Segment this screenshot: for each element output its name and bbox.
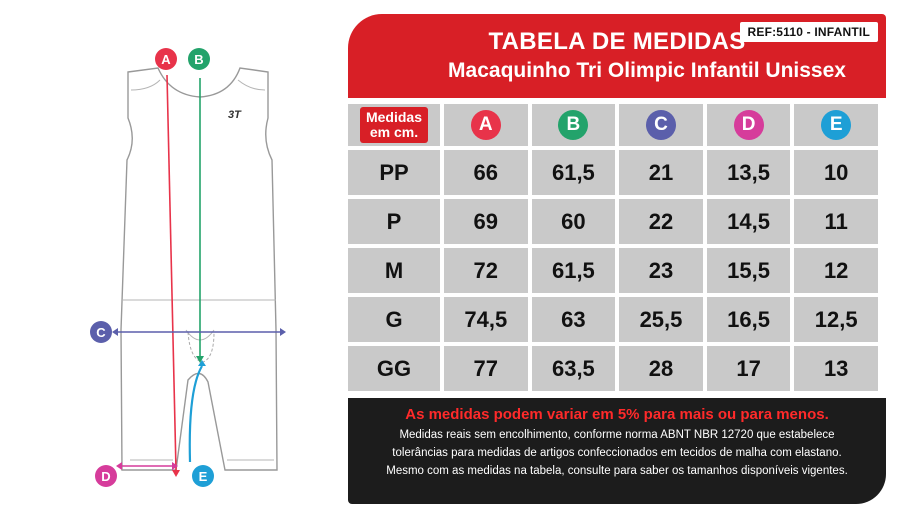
svg-text:B: B: [194, 52, 203, 67]
column-header-a: A: [444, 104, 528, 146]
arrowhead-d-left: [116, 462, 122, 470]
table-cell: 13,5: [706, 150, 791, 195]
table-row: GG 77 63,5 28 17 13: [348, 346, 878, 391]
table-cell: 11: [794, 199, 878, 244]
svg-text:C: C: [96, 325, 106, 340]
disclaimer-title: As medidas podem variar em 5% para mais …: [405, 406, 829, 423]
marker-d: D: [95, 465, 117, 487]
size-table: Medidas em cm. A B C D E PP 66 61,5 21 13…: [348, 102, 886, 392]
table-cell: 63: [531, 297, 616, 342]
table-cell: 23: [619, 248, 703, 293]
marker-c: C: [90, 321, 112, 343]
size-label: P: [348, 199, 440, 244]
arrowhead-b: [196, 356, 204, 363]
size-label: G: [348, 297, 440, 342]
measures-unit-label: Medidas em cm.: [359, 107, 428, 143]
column-header-b: B: [531, 104, 616, 146]
table-cell: 77: [444, 346, 528, 391]
page-subtitle: Macaquinho Tri Olimpic Infantil Unissex: [448, 59, 846, 82]
table-cell: 66: [444, 150, 528, 195]
table-cell: 72: [444, 248, 528, 293]
header-banner: REF:5110 - INFANTIL TABELA DE MEDIDAS Ma…: [348, 14, 886, 98]
table-cell: 61,5: [531, 248, 616, 293]
svg-text:E: E: [199, 469, 208, 484]
disclaimer-line: tolerâncias para medidas de artigos conf…: [392, 447, 842, 459]
table-cell: 22: [619, 199, 703, 244]
arrowhead-d-right: [172, 462, 178, 470]
disclaimer-box: As medidas podem variar em 5% para mais …: [348, 398, 886, 504]
table-cell: 12: [794, 248, 878, 293]
table-cell: 28: [619, 346, 703, 391]
table-header-row: Medidas em cm. A B C D E: [348, 104, 878, 146]
table-cell: 17: [706, 346, 791, 391]
garment-seams: [122, 79, 276, 461]
disclaimer-line: Mesmo com as medidas na tabela, consulte…: [386, 465, 848, 477]
disclaimer-line: Medidas reais sem encolhimento, conforme…: [399, 429, 835, 441]
table-row: PP 66 61,5 21 13,5 10: [348, 150, 878, 195]
arrowhead-c-left: [112, 328, 118, 336]
arrowhead-a: [172, 470, 180, 477]
table-cell: 15,5: [706, 248, 791, 293]
table-cell: 21: [619, 150, 703, 195]
measure-line-a: [166, 74, 177, 471]
arrowhead-e: [198, 360, 206, 366]
garment-outline: [120, 67, 278, 471]
size-label: M: [348, 248, 440, 293]
column-header-d: D: [706, 104, 791, 146]
garment-illustration: 3T A B C D E: [90, 48, 286, 487]
table-row: P 69 60 22 14,5 11: [348, 199, 878, 244]
table-cell: 63,5: [531, 346, 616, 391]
size-label: PP: [348, 150, 440, 195]
reference-badge: REF:5110 - INFANTIL: [739, 22, 878, 42]
svg-text:D: D: [101, 469, 110, 484]
table-cell: 16,5: [706, 297, 791, 342]
arrowhead-c-right: [280, 328, 286, 336]
page-title: TABELA DE MEDIDAS: [488, 28, 746, 55]
column-header-e: E: [794, 104, 878, 146]
table-cell: 61,5: [531, 150, 616, 195]
table-row: M 72 61,5 23 15,5 12: [348, 248, 878, 293]
table-cell: 60: [531, 199, 616, 244]
marker-b: B: [188, 48, 210, 70]
column-header-c: C: [619, 104, 703, 146]
table-cell: 74,5: [444, 297, 528, 342]
marker-a: A: [155, 48, 177, 70]
size-label: GG: [348, 346, 440, 391]
table-cell: 14,5: [706, 199, 791, 244]
table-cell: 10: [794, 150, 878, 195]
table-cell: 69: [444, 199, 528, 244]
table-cell: 25,5: [619, 297, 703, 342]
measure-line-e: [188, 365, 203, 463]
table-row: G 74,5 63 25,5 16,5 12,5: [348, 297, 878, 342]
corner-cell: Medidas em cm.: [348, 104, 440, 146]
brand-logo: 3T: [228, 109, 242, 121]
svg-text:A: A: [161, 52, 171, 67]
table-cell: 12,5: [794, 297, 878, 342]
table-cell: 13: [794, 346, 878, 391]
marker-e: E: [192, 465, 214, 487]
